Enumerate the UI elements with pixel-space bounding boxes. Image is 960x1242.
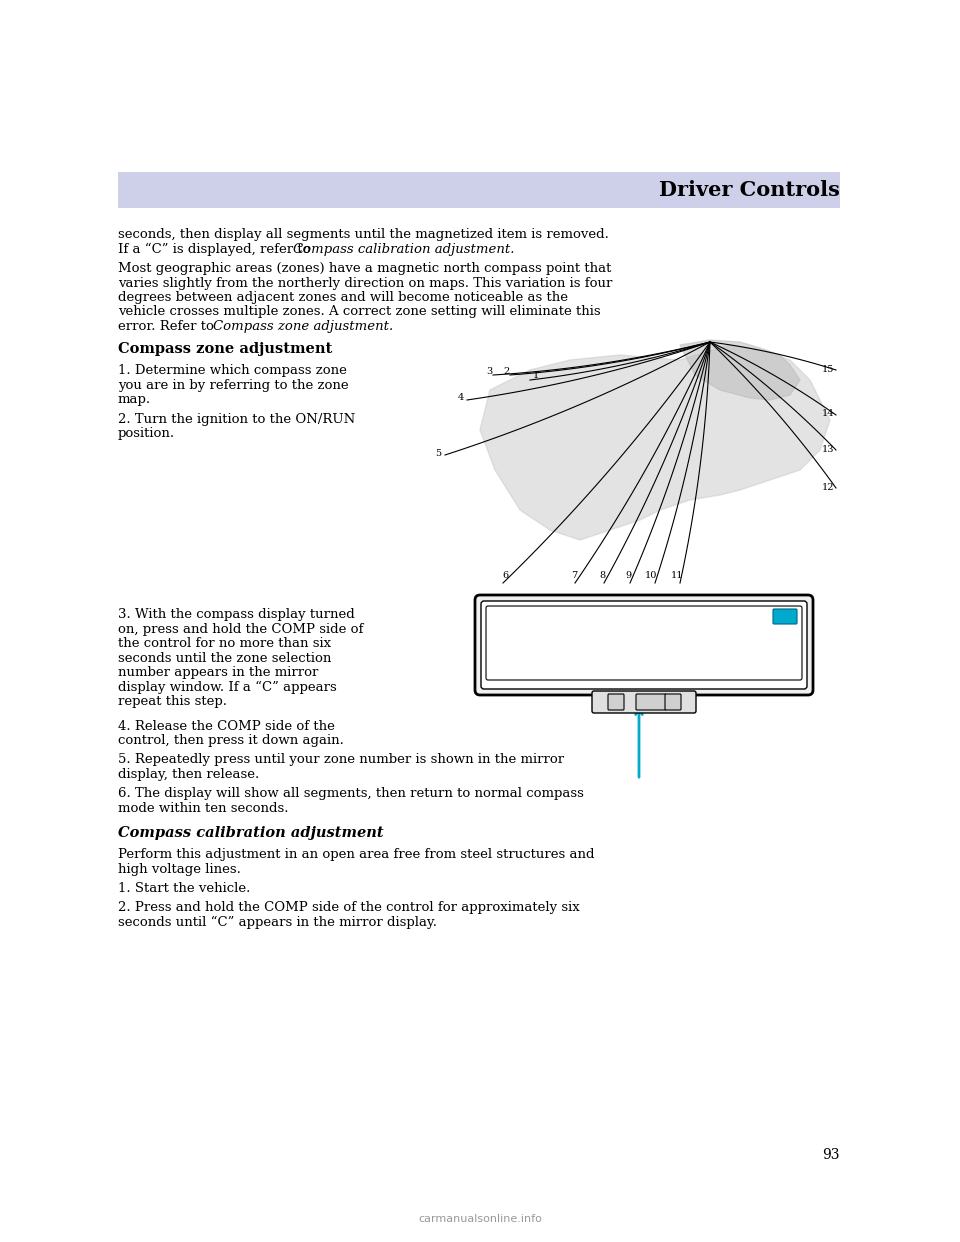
Text: you are in by referring to the zone: you are in by referring to the zone (118, 379, 348, 391)
Text: Most geographic areas (zones) have a magnetic north compass point that: Most geographic areas (zones) have a mag… (118, 262, 612, 274)
Text: If a “C” is displayed, refer to: If a “C” is displayed, refer to (118, 242, 315, 256)
Text: 2. Press and hold the COMP side of the control for approximately six: 2. Press and hold the COMP side of the c… (118, 902, 580, 914)
Text: 1. Determine which compass zone: 1. Determine which compass zone (118, 364, 347, 378)
Text: 1: 1 (533, 370, 540, 380)
Text: carmanualsonline.info: carmanualsonline.info (418, 1213, 542, 1225)
Text: 11: 11 (671, 571, 684, 580)
Polygon shape (480, 345, 830, 540)
Text: 4. Release the COMP side of the: 4. Release the COMP side of the (118, 719, 335, 733)
Text: 5. Repeatedly press until your zone number is shown in the mirror: 5. Repeatedly press until your zone numb… (118, 754, 564, 766)
Text: repeat this step.: repeat this step. (118, 696, 227, 708)
Text: seconds until “C” appears in the mirror display.: seconds until “C” appears in the mirror … (118, 917, 437, 929)
Text: 93: 93 (823, 1148, 840, 1163)
Text: high voltage lines.: high voltage lines. (118, 862, 241, 876)
Text: 4: 4 (458, 392, 464, 401)
Text: 2. Turn the ignition to the ON/RUN: 2. Turn the ignition to the ON/RUN (118, 412, 355, 426)
Text: position.: position. (118, 427, 175, 440)
Text: 10: 10 (645, 571, 658, 580)
Text: 14: 14 (822, 410, 834, 419)
Bar (118, 171, 840, 207)
FancyBboxPatch shape (665, 694, 681, 710)
Text: control, then press it down again.: control, then press it down again. (118, 734, 344, 746)
Text: varies slightly from the northerly direction on maps. This variation is four: varies slightly from the northerly direc… (118, 277, 612, 289)
Text: 2: 2 (503, 366, 509, 375)
Text: 9: 9 (625, 571, 631, 580)
FancyBboxPatch shape (475, 595, 813, 696)
Text: 3. With the compass display turned: 3. With the compass display turned (118, 609, 355, 621)
FancyBboxPatch shape (773, 609, 797, 623)
Text: Compass calibration adjustment.: Compass calibration adjustment. (293, 242, 515, 256)
Text: 15: 15 (822, 365, 834, 375)
Text: vehicle crosses multiple zones. A correct zone setting will eliminate this: vehicle crosses multiple zones. A correc… (118, 306, 601, 318)
FancyBboxPatch shape (486, 606, 802, 681)
Text: Compass zone adjustment.: Compass zone adjustment. (213, 320, 394, 333)
Text: display window. If a “C” appears: display window. If a “C” appears (118, 681, 337, 694)
Text: seconds, then display all segments until the magnetized item is removed.: seconds, then display all segments until… (118, 229, 609, 241)
Text: error. Refer to: error. Refer to (118, 320, 218, 333)
Text: 1. Start the vehicle.: 1. Start the vehicle. (118, 882, 251, 895)
Text: number appears in the mirror: number appears in the mirror (118, 666, 319, 679)
Text: seconds until the zone selection: seconds until the zone selection (118, 652, 331, 664)
FancyBboxPatch shape (608, 694, 624, 710)
Text: map.: map. (118, 392, 151, 406)
Text: degrees between adjacent zones and will become noticeable as the: degrees between adjacent zones and will … (118, 291, 568, 304)
Text: 6: 6 (502, 571, 508, 580)
Polygon shape (680, 340, 800, 400)
Text: Perform this adjustment in an open area free from steel structures and: Perform this adjustment in an open area … (118, 848, 594, 861)
Text: 5: 5 (435, 448, 441, 457)
Text: 8: 8 (599, 571, 605, 580)
Text: the control for no more than six: the control for no more than six (118, 637, 331, 650)
Text: display, then release.: display, then release. (118, 768, 259, 781)
Text: 6. The display will show all segments, then return to normal compass: 6. The display will show all segments, t… (118, 787, 584, 801)
Text: on, press and hold the COMP side of: on, press and hold the COMP side of (118, 622, 364, 636)
FancyBboxPatch shape (481, 601, 807, 689)
Text: 7: 7 (571, 571, 577, 580)
Text: Compass calibration adjustment: Compass calibration adjustment (118, 826, 384, 841)
Text: 12: 12 (822, 482, 834, 492)
Text: mode within ten seconds.: mode within ten seconds. (118, 802, 289, 815)
Text: Driver Controls: Driver Controls (660, 180, 840, 200)
Text: Compass zone adjustment: Compass zone adjustment (118, 343, 332, 356)
FancyBboxPatch shape (592, 691, 696, 713)
Text: 3: 3 (486, 366, 492, 375)
Text: 13: 13 (822, 445, 834, 453)
FancyBboxPatch shape (636, 694, 666, 710)
